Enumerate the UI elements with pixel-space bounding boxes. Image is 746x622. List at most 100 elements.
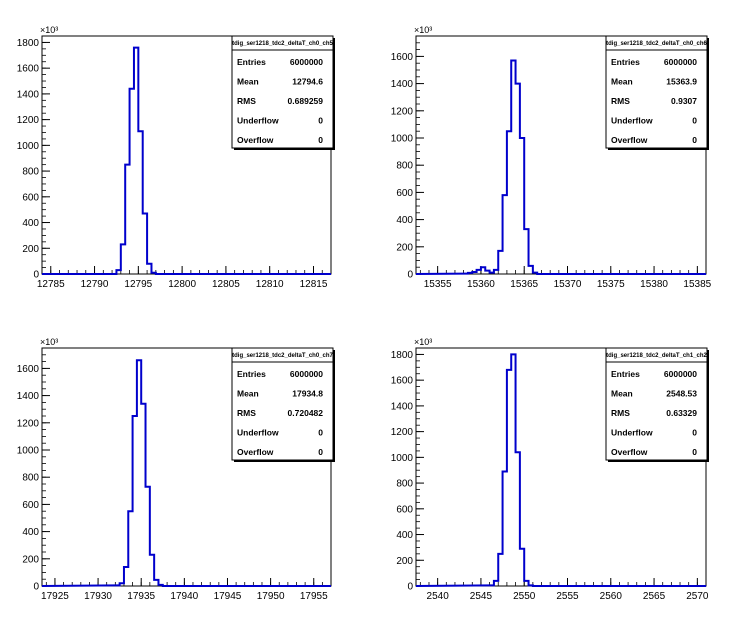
y-tick-label: 1600 — [391, 52, 414, 63]
y-tick-label: 1200 — [17, 418, 40, 429]
histogram-bin — [481, 267, 485, 274]
stats-label: Entries — [237, 57, 266, 67]
y-tick-label: 800 — [396, 479, 413, 490]
y-tick-label: 600 — [22, 192, 39, 203]
histogram-bin — [511, 60, 515, 274]
histogram-bin — [494, 581, 498, 586]
y-tick-label: 1400 — [17, 391, 40, 402]
histogram-bin — [150, 555, 154, 586]
stats-label: Overflow — [611, 135, 648, 145]
x-tick-label: 12810 — [256, 279, 284, 290]
y-tick-label: 0 — [33, 582, 39, 593]
x-tick-label: 17925 — [41, 591, 69, 602]
stats-value: 17934.8 — [292, 389, 323, 399]
y-tick-label: 1600 — [17, 364, 40, 375]
histogram-bin — [141, 404, 145, 586]
y-tick-label: 800 — [22, 473, 39, 484]
stats-value: 6000000 — [664, 369, 697, 379]
histogram-bin — [520, 138, 524, 274]
stats-label: RMS — [237, 96, 256, 106]
stats-value: 0 — [692, 116, 697, 126]
x-tick-label: 17935 — [127, 591, 155, 602]
histogram-bin — [524, 581, 528, 586]
stats-value: 0.63329 — [666, 408, 697, 418]
histogram-bin — [490, 585, 494, 586]
stats-value: 0 — [318, 447, 323, 457]
x-tick-label: 15360 — [467, 279, 495, 290]
histogram-bin — [498, 554, 502, 586]
histogram-bin — [507, 131, 511, 274]
x-tick-label: 2545 — [470, 591, 493, 602]
y-tick-label: 0 — [33, 270, 39, 281]
stats-value: 15363.9 — [666, 77, 697, 87]
histogram-bin — [151, 273, 155, 274]
histogram-bin — [503, 195, 507, 274]
y-tick-label: 1000 — [391, 453, 414, 464]
stats-value: 0.720482 — [288, 408, 324, 418]
histogram-bin — [516, 452, 520, 586]
x-tick-label: 15380 — [640, 279, 668, 290]
histogram-series — [415, 59, 706, 275]
histogram-bin — [115, 585, 119, 586]
y-tick-label: 1200 — [391, 106, 414, 117]
x-tick-label: 17955 — [300, 591, 328, 602]
y-tick-label: 600 — [396, 504, 413, 515]
stats-value: 0 — [692, 447, 697, 457]
y-tick-label: 0 — [407, 270, 413, 281]
y-tick-label: 1800 — [17, 38, 40, 49]
x-tick-label: 12805 — [212, 279, 240, 290]
y-multiplier-label: ×10³ — [414, 337, 432, 347]
histogram-pad-1: 0 200 400 600 800 1000 1200 1400 1600 1800 12785 12… — [17, 25, 335, 290]
stats-label: Underflow — [611, 428, 653, 438]
y-tick-label: 400 — [396, 530, 413, 541]
x-tick-label: 15355 — [424, 279, 452, 290]
x-tick-label: 15370 — [554, 279, 582, 290]
y-tick-label: 1000 — [17, 446, 40, 457]
histogram-series — [42, 46, 331, 275]
x-tick-label: 15375 — [597, 279, 625, 290]
x-tick-label: 15385 — [683, 279, 711, 290]
histogram-bin — [494, 270, 498, 274]
histogram-bin — [121, 244, 125, 274]
histogram-bin — [529, 585, 533, 586]
y-tick-label: 1000 — [391, 134, 414, 145]
histogram-bin — [533, 273, 537, 274]
x-tick-label: 2570 — [686, 591, 709, 602]
histogram-bin — [507, 370, 511, 586]
histogram-pad-2: 0 200 400 600 800 1000 1200 1400 1600 15355 15360 1… — [391, 25, 712, 290]
stats-label: Entries — [237, 369, 266, 379]
histogram-bin — [130, 89, 134, 274]
histogram-bin — [468, 273, 472, 274]
stats-value: 0.689259 — [288, 96, 324, 106]
histogram-bin — [134, 48, 138, 274]
y-tick-label: 1400 — [391, 401, 414, 412]
y-tick-label: 400 — [396, 215, 413, 226]
x-tick-label: 12785 — [37, 279, 65, 290]
stats-value: 0 — [692, 428, 697, 438]
histogram-bin — [133, 416, 137, 586]
y-tick-label: 1600 — [391, 376, 414, 387]
histogram-bin — [146, 487, 150, 586]
x-tick-label: 12790 — [81, 279, 109, 290]
stats-label: Underflow — [237, 428, 279, 438]
histogram-bin — [143, 214, 147, 274]
stats-value: 12794.6 — [292, 77, 323, 87]
y-tick-label: 400 — [22, 218, 39, 229]
histogram-pad-3: 0 200 400 600 800 1000 1200 1400 1600 17925 17930 1… — [17, 337, 335, 602]
x-tick-label: 2565 — [643, 591, 666, 602]
y-tick-label: 200 — [396, 556, 413, 567]
stats-value: 6000000 — [290, 369, 323, 379]
x-tick-label: 2540 — [427, 591, 450, 602]
stats-value: 0 — [318, 428, 323, 438]
histogram-bin — [116, 270, 120, 274]
histogram-bin — [124, 567, 128, 586]
y-tick-label: 1000 — [17, 141, 40, 152]
y-tick-label: 600 — [396, 188, 413, 199]
y-tick-label: 0 — [407, 582, 413, 593]
histogram-series — [415, 353, 706, 587]
x-tick-label: 17945 — [214, 591, 242, 602]
x-tick-label: 17950 — [257, 591, 285, 602]
stats-value: 0 — [318, 116, 323, 126]
stats-label: Underflow — [237, 116, 279, 126]
histogram-title: tdig_ser1218_tdc2_deltaT_ch1_ch2 — [606, 353, 707, 359]
